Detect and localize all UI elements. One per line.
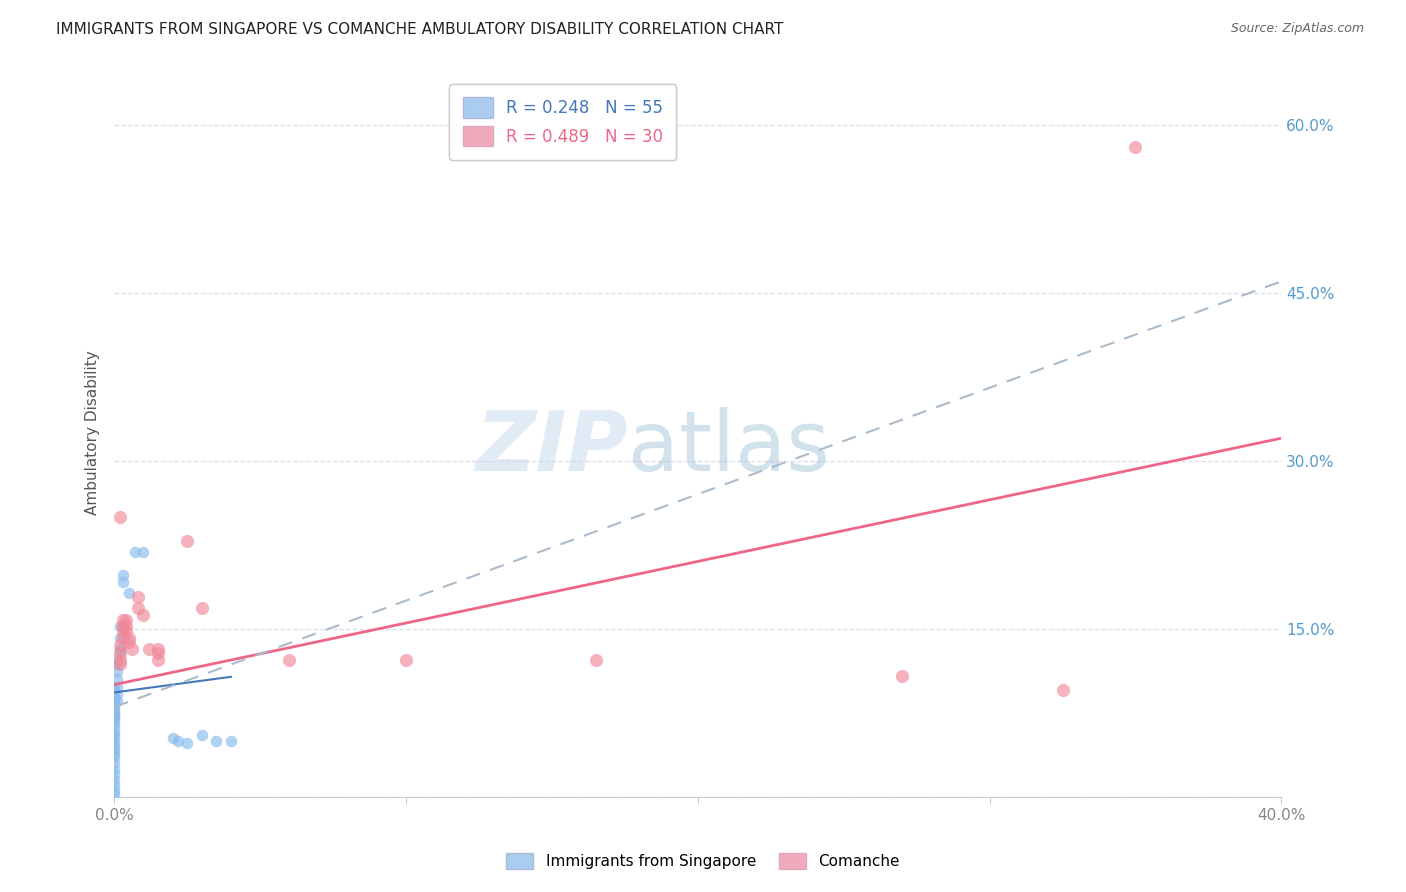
Point [127, 601, 149, 615]
Point [103, 685, 125, 699]
Point [111, 613, 134, 627]
Point [1125, 140, 1147, 154]
Text: Source: ZipAtlas.com: Source: ZipAtlas.com [1230, 22, 1364, 36]
Point [278, 653, 301, 667]
Point [103, 697, 125, 711]
Point [891, 668, 914, 682]
Point [103, 702, 125, 716]
Point [108, 639, 131, 653]
Point [132, 608, 155, 623]
Point [103, 691, 125, 706]
Point [105, 672, 128, 686]
Point [103, 762, 125, 776]
Point [108, 657, 131, 672]
Point [108, 631, 131, 645]
Point [138, 641, 160, 656]
Text: ZIP: ZIP [475, 407, 627, 488]
Point [108, 509, 131, 524]
Point [105, 687, 128, 701]
Point [103, 724, 125, 739]
Point [103, 709, 125, 723]
Point [146, 641, 169, 656]
Point [118, 586, 141, 600]
Point [205, 733, 228, 747]
Point [118, 635, 141, 649]
Point [395, 653, 418, 667]
Point [121, 641, 143, 656]
Point [108, 653, 131, 667]
Point [105, 664, 128, 678]
Point [111, 619, 134, 633]
Point [1052, 683, 1074, 698]
Point [115, 613, 138, 627]
Legend: Immigrants from Singapore, Comanche: Immigrants from Singapore, Comanche [499, 847, 907, 875]
Point [103, 728, 125, 742]
Point [103, 720, 125, 734]
Point [103, 772, 125, 787]
Point [585, 653, 607, 667]
Point [105, 680, 128, 694]
Point [103, 731, 125, 746]
Text: atlas: atlas [627, 407, 830, 488]
Point [105, 694, 128, 708]
Point [103, 683, 125, 698]
Point [190, 728, 212, 742]
Point [111, 574, 134, 589]
Point [103, 742, 125, 756]
Point [176, 534, 198, 549]
Point [103, 747, 125, 761]
Point [124, 545, 146, 559]
Point [103, 717, 125, 731]
Point [167, 733, 190, 747]
Point [111, 631, 134, 645]
Point [108, 644, 131, 658]
Point [103, 680, 125, 694]
Point [103, 711, 125, 725]
Point [219, 733, 242, 747]
Text: IMMIGRANTS FROM SINGAPORE VS COMANCHE AMBULATORY DISABILITY CORRELATION CHART: IMMIGRANTS FROM SINGAPORE VS COMANCHE AM… [56, 22, 783, 37]
Point [103, 788, 125, 802]
Point [103, 756, 125, 770]
Y-axis label: Ambulatory Disability: Ambulatory Disability [86, 351, 100, 515]
Point [118, 631, 141, 645]
Point [103, 779, 125, 793]
Point [111, 624, 134, 638]
Point [127, 591, 149, 605]
Point [103, 705, 125, 719]
Point [115, 619, 138, 633]
Point [146, 646, 169, 660]
Point [103, 706, 125, 721]
Point [103, 700, 125, 714]
Point [111, 567, 134, 582]
Point [103, 689, 125, 703]
Point [103, 687, 125, 701]
Point [103, 784, 125, 798]
Point [103, 692, 125, 706]
Point [190, 601, 212, 615]
Point [176, 736, 198, 750]
Point [162, 731, 184, 746]
Point [103, 739, 125, 754]
Point [146, 653, 169, 667]
Point [108, 641, 131, 656]
Point [103, 736, 125, 750]
Point [103, 714, 125, 728]
Point [115, 624, 138, 638]
Point [105, 653, 128, 667]
Point [103, 767, 125, 781]
Point [108, 646, 131, 660]
Point [108, 619, 131, 633]
Point [103, 750, 125, 764]
Point [132, 545, 155, 559]
Legend: R = 0.248   N = 55, R = 0.489   N = 30: R = 0.248 N = 55, R = 0.489 N = 30 [450, 84, 676, 160]
Point [103, 694, 125, 708]
Point [105, 657, 128, 672]
